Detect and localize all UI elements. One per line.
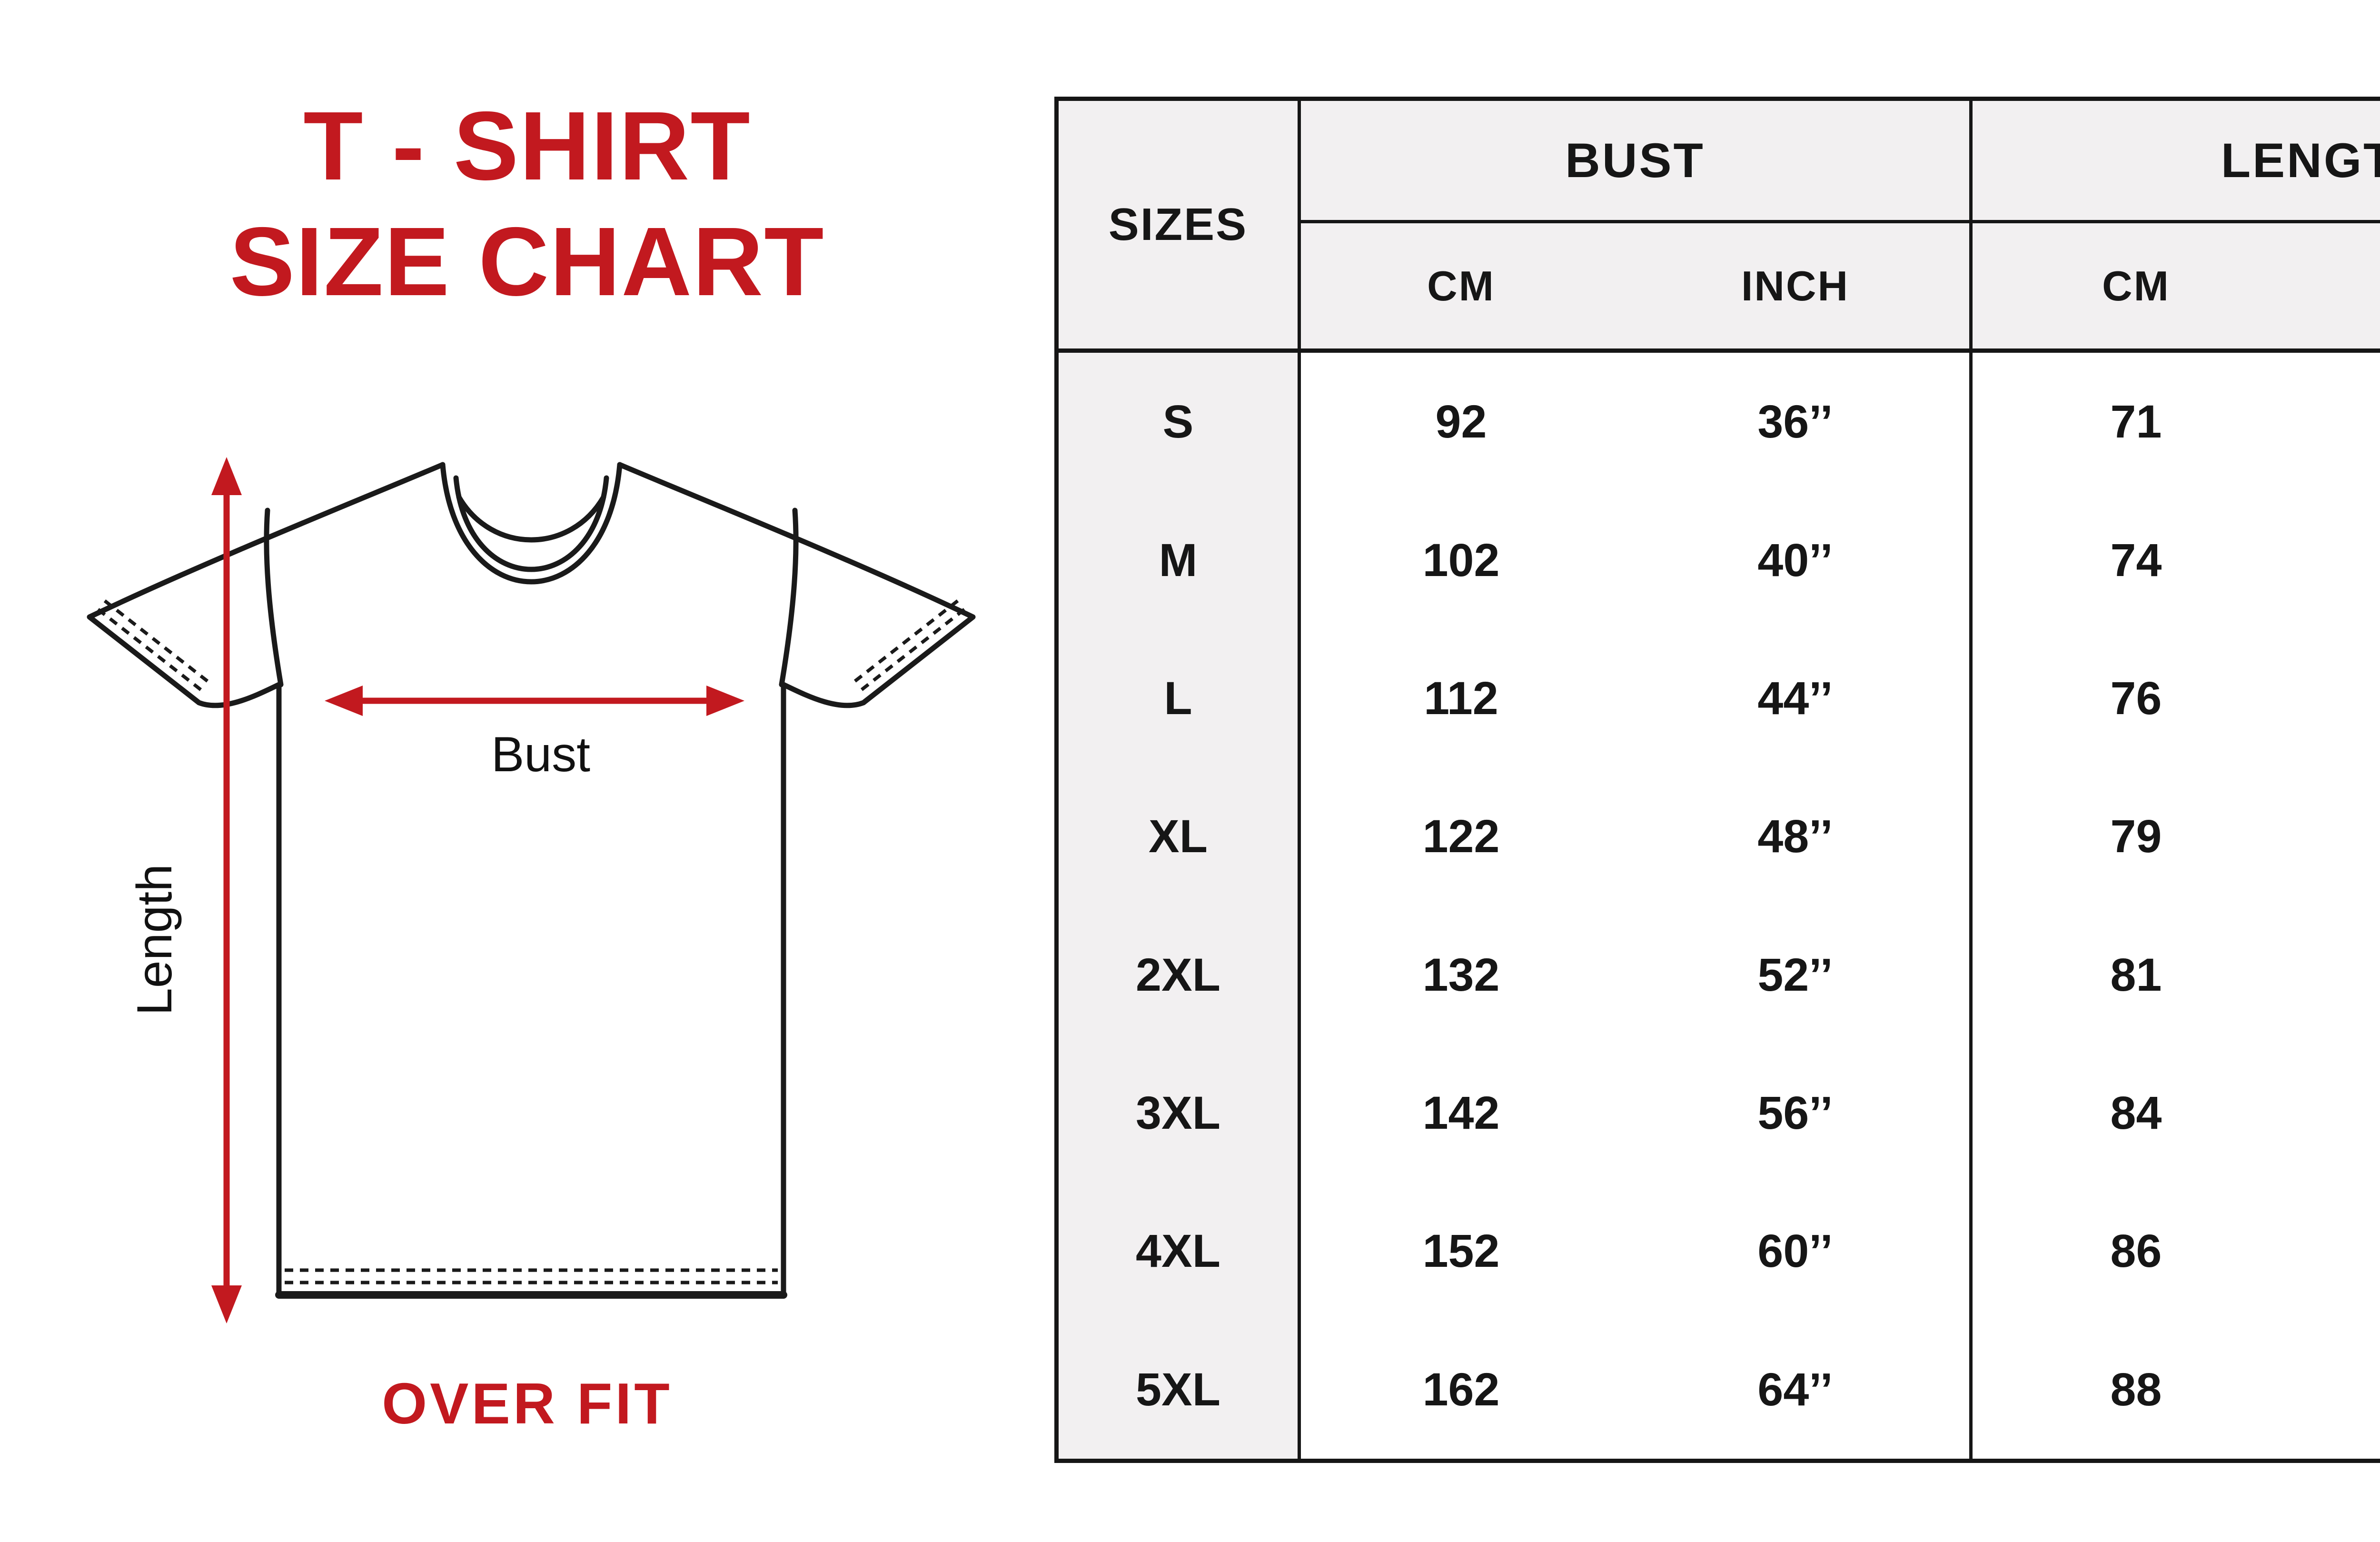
page-title: T - SHIRT SIZE CHART bbox=[0, 88, 1054, 319]
row-size-label: L bbox=[1059, 629, 1301, 768]
cell-length-cm: 71 bbox=[1973, 353, 2300, 491]
cell-length-inch: 32’’ bbox=[2300, 905, 2380, 1044]
cell-bust-cm: 142 bbox=[1301, 1044, 1621, 1183]
cell-bust-inch: 40’’ bbox=[1621, 491, 1973, 629]
size-table: SIZES BUST LENGTH CM INCH CM INCH S 92 3… bbox=[1054, 97, 2380, 1463]
cell-bust-cm: 162 bbox=[1301, 1320, 1621, 1459]
row-size-label: 3XL bbox=[1059, 1044, 1301, 1183]
cell-length-cm: 88 bbox=[1973, 1320, 2300, 1459]
cell-bust-cm: 92 bbox=[1301, 353, 1621, 491]
table-header-bust-cm: CM bbox=[1301, 223, 1621, 353]
cell-bust-inch: 64’’ bbox=[1621, 1320, 1973, 1459]
cell-bust-cm: 102 bbox=[1301, 491, 1621, 629]
cell-length-cm: 86 bbox=[1973, 1182, 2300, 1321]
cell-bust-cm: 112 bbox=[1301, 629, 1621, 768]
table-header-length-cm: CM bbox=[1973, 223, 2300, 353]
row-size-label: 5XL bbox=[1059, 1320, 1301, 1459]
cell-length-inch: 30’’ bbox=[2300, 629, 2380, 768]
cell-bust-cm: 132 bbox=[1301, 905, 1621, 1044]
diagram-panel: T - SHIRT SIZE CHART bbox=[0, 0, 1054, 1542]
cell-length-cm: 74 bbox=[1973, 491, 2300, 629]
cell-bust-inch: 60’’ bbox=[1621, 1182, 1973, 1321]
table-header-length: LENGTH bbox=[1973, 101, 2380, 223]
cell-bust-cm: 152 bbox=[1301, 1182, 1621, 1321]
tshirt-outline-icon bbox=[87, 462, 976, 1299]
row-size-label: S bbox=[1059, 353, 1301, 491]
table-header-bust: BUST bbox=[1301, 101, 1973, 223]
row-size-label: 2XL bbox=[1059, 905, 1301, 1044]
length-label: Length bbox=[127, 864, 182, 1015]
cell-length-inch: 28’’ bbox=[2300, 353, 2380, 491]
bust-arrow bbox=[325, 686, 744, 716]
cell-length-inch: 29’’ bbox=[2300, 491, 2380, 629]
cell-bust-inch: 48’’ bbox=[1621, 767, 1973, 906]
cell-length-cm: 84 bbox=[1973, 1044, 2300, 1183]
cell-length-cm: 81 bbox=[1973, 905, 2300, 1044]
cell-length-inch: 35’’ bbox=[2300, 1320, 2380, 1459]
page-title-line2: SIZE CHART bbox=[229, 207, 825, 316]
row-size-label: 4XL bbox=[1059, 1182, 1301, 1321]
cell-length-inch: 31’’ bbox=[2300, 767, 2380, 906]
table-header-length-inch: INCH bbox=[2300, 223, 2380, 353]
row-size-label: XL bbox=[1059, 767, 1301, 906]
cell-length-cm: 79 bbox=[1973, 767, 2300, 906]
row-size-label: M bbox=[1059, 491, 1301, 629]
bust-label: Bust bbox=[491, 727, 590, 782]
cell-bust-inch: 36’’ bbox=[1621, 353, 1973, 491]
fit-caption: OVER FIT bbox=[382, 1371, 673, 1436]
cell-length-cm: 76 bbox=[1973, 629, 2300, 768]
cell-length-inch: 33’’ bbox=[2300, 1044, 2380, 1183]
cell-bust-inch: 52’’ bbox=[1621, 905, 1973, 1044]
cell-bust-inch: 44’’ bbox=[1621, 629, 1973, 768]
tshirt-diagram: Bust Length bbox=[87, 457, 976, 1323]
table-header-bust-inch: INCH bbox=[1621, 223, 1973, 353]
cell-bust-cm: 122 bbox=[1301, 767, 1621, 906]
page-title-line1: T - SHIRT bbox=[303, 91, 751, 200]
cell-length-inch: 34’’ bbox=[2300, 1182, 2380, 1321]
length-arrow bbox=[211, 457, 242, 1323]
table-header-sizes: SIZES bbox=[1059, 101, 1301, 353]
cell-bust-inch: 56’’ bbox=[1621, 1044, 1973, 1183]
